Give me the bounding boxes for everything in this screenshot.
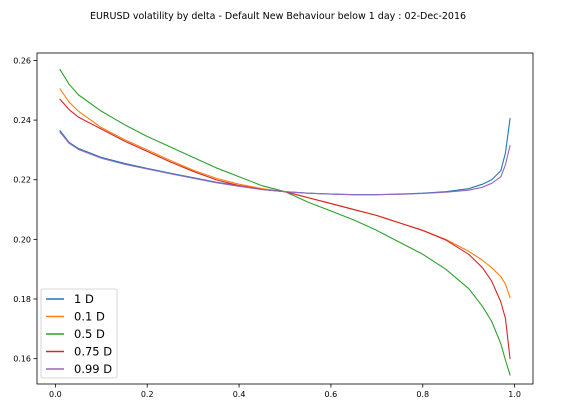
chart-title: EURUSD volatility by delta - Default New… bbox=[90, 11, 466, 22]
legend-box bbox=[40, 288, 118, 379]
legend-label-2: 0.5 D bbox=[74, 327, 105, 341]
axes-frame bbox=[36, 52, 534, 385]
plot-background bbox=[37, 53, 533, 384]
series-line-3 bbox=[59, 98, 511, 360]
x-tick-label-4: 0.8 bbox=[416, 390, 429, 399]
plot-area bbox=[37, 53, 533, 384]
series-group bbox=[59, 68, 511, 376]
x-tick-label-5: 1.0 bbox=[508, 390, 521, 399]
y-tick-label-3: 0.22 bbox=[13, 176, 31, 185]
y-tick-label-5: 0.26 bbox=[13, 56, 31, 65]
legend: 1 D 0.1 D 0.5 D 0.75 D 0.99 D bbox=[40, 288, 118, 379]
legend-label-0: 1 D bbox=[74, 292, 94, 306]
x-tick-label-0: 0.0 bbox=[49, 390, 62, 399]
x-tick-label-3: 0.6 bbox=[325, 390, 338, 399]
y-tick-label-1: 0.18 bbox=[13, 295, 31, 304]
series-line-2 bbox=[59, 68, 511, 376]
y-tick-label-2: 0.20 bbox=[13, 235, 31, 244]
axes-group: 0.0 0.2 0.4 0.6 0.8 1.0 0.16 0.18 0.20 0.22 0.24 0.… bbox=[13, 52, 534, 399]
x-tick-label-2: 0.4 bbox=[233, 390, 246, 399]
x-tick-label-1: 0.2 bbox=[141, 390, 154, 399]
legend-label-3: 0.75 D bbox=[74, 345, 112, 359]
legend-label-1: 0.1 D bbox=[74, 310, 105, 324]
y-tick-label-0: 0.16 bbox=[13, 355, 31, 364]
y-tick-label-4: 0.24 bbox=[13, 116, 31, 125]
series-line-4 bbox=[59, 131, 511, 196]
legend-label-4: 0.99 D bbox=[74, 362, 112, 376]
